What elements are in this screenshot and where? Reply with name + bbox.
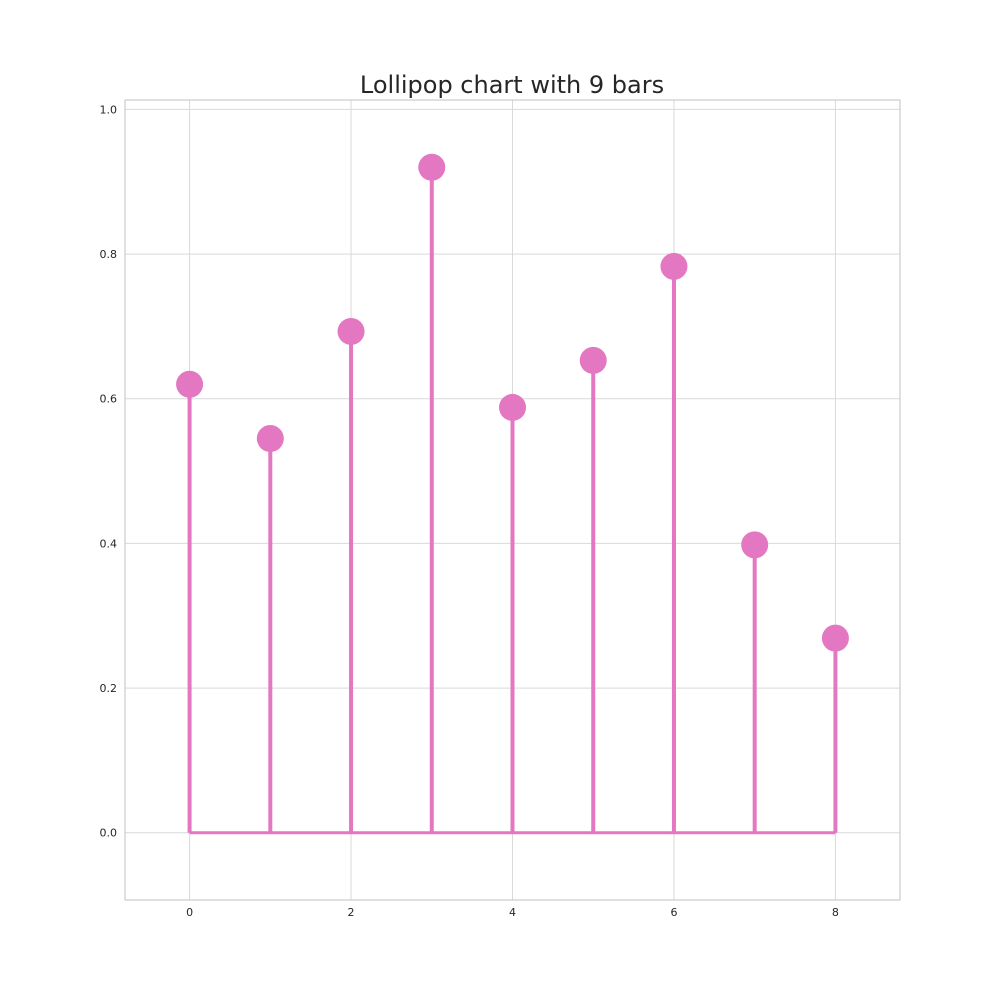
axes-frame xyxy=(124,99,901,901)
lollipop-marker xyxy=(499,393,526,421)
y-tick-label: 0.8 xyxy=(100,248,118,261)
lollipop-marker xyxy=(337,317,365,345)
x-tick-label: 2 xyxy=(348,906,355,919)
lollipop-marker xyxy=(256,425,284,453)
lollipop-marker xyxy=(660,252,688,280)
stems xyxy=(187,167,838,835)
y-tick-label: 0.0 xyxy=(100,827,118,840)
y-tick-label: 0.4 xyxy=(100,537,118,550)
x-tick-label: 8 xyxy=(832,906,839,919)
x-tick-label: 4 xyxy=(509,906,516,919)
lollipop-marker xyxy=(821,624,849,652)
y-tick-label: 0.6 xyxy=(100,393,118,406)
y-tick-label: 0.2 xyxy=(100,682,118,695)
chart-title: Lollipop chart with 9 bars xyxy=(360,71,664,99)
y-axis-ticks: 0.0 0.2 0.4 0.6 0.8 1.0 xyxy=(100,103,118,839)
x-tick-label: 0 xyxy=(186,906,193,919)
lollipop-marker xyxy=(418,153,446,181)
markers xyxy=(176,153,849,652)
lollipop-marker xyxy=(579,346,607,374)
lollipop-marker xyxy=(741,531,769,559)
x-tick-label: 6 xyxy=(670,906,677,919)
x-axis-ticks: 0 2 4 6 8 xyxy=(186,906,839,919)
y-tick-label: 1.0 xyxy=(100,103,118,116)
lollipop-marker xyxy=(176,370,204,398)
